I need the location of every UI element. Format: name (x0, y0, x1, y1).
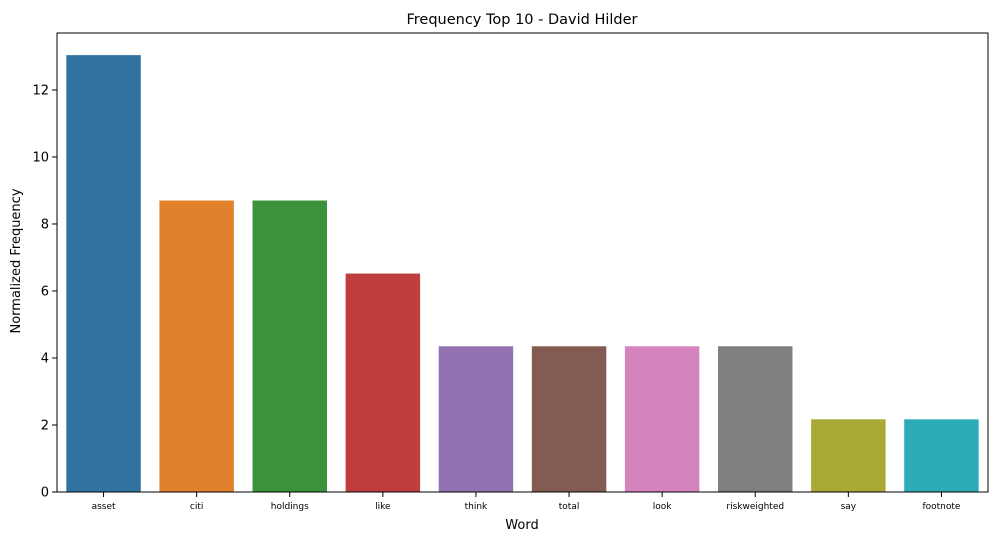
plot-area (56, 32, 989, 493)
x-tick-label: look (653, 502, 673, 512)
x-tick-label: like (375, 502, 391, 512)
bar-like (345, 273, 421, 492)
y-tick-label: 6 (41, 284, 49, 299)
x-tick-label: think (465, 502, 488, 512)
chart-title: Frequency Top 10 - David Hilder (406, 12, 637, 28)
y-axis: 0 2 4 6 8 10 12 (32, 83, 57, 501)
y-tick-label: 8 (41, 217, 49, 232)
x-tick-label: citi (190, 502, 203, 512)
bar-citi (159, 200, 234, 492)
x-tick-label: holdings (271, 502, 309, 512)
y-axis-title: Normalized Frequency (9, 188, 24, 333)
x-tick-label: footnote (922, 502, 960, 512)
x-axis-title: Word (505, 518, 538, 533)
bar-say (811, 419, 886, 492)
bar-holdings (252, 200, 327, 492)
plot-frame (56, 32, 989, 493)
x-tick-label: asset (92, 502, 116, 512)
bar-asset (66, 55, 141, 493)
y-tick-label: 10 (32, 150, 49, 165)
y-tick-label: 0 (41, 486, 49, 501)
bar-total (531, 346, 607, 492)
x-tick-label: total (559, 502, 580, 512)
x-axis: asset citi holdings like think total look riskw… (92, 492, 961, 512)
bar-footnote (904, 419, 979, 492)
x-tick-label: say (841, 502, 857, 512)
x-tick-label: riskweighted (726, 502, 784, 512)
bar-think (438, 346, 514, 492)
bar-riskweighted (718, 346, 793, 492)
bar-look (624, 346, 700, 492)
y-tick-label: 12 (32, 83, 49, 98)
y-tick-label: 2 (41, 418, 49, 433)
y-tick-label: 4 (41, 351, 49, 366)
